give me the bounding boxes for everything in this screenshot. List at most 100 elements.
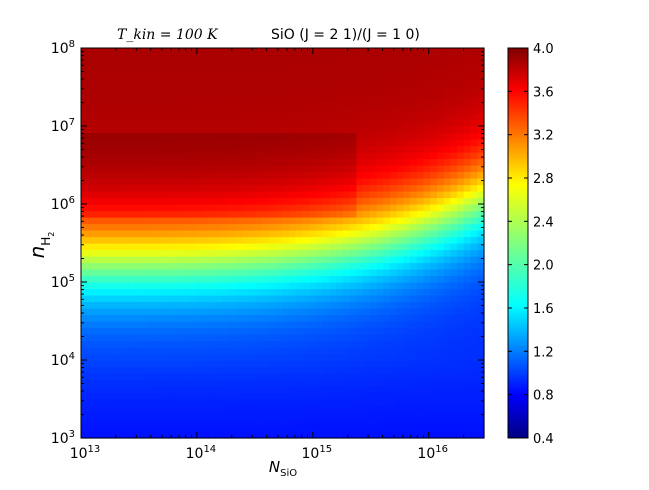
heatmap-cell — [128, 87, 136, 95]
heatmap-cell — [275, 204, 284, 212]
heatmap-cell — [248, 54, 257, 62]
heatmap-cell — [148, 256, 156, 264]
heatmap-cell — [336, 113, 344, 121]
heatmap-cell — [295, 243, 304, 251]
heatmap-cell — [342, 184, 351, 192]
heatmap-cell — [81, 61, 89, 69]
heatmap-cell — [369, 191, 378, 199]
heatmap-cell — [242, 54, 250, 62]
heatmap-cell — [101, 314, 109, 322]
heatmap-cell — [81, 217, 89, 225]
heatmap-cell — [329, 431, 337, 439]
heatmap-cell — [228, 308, 237, 316]
heatmap-cell — [477, 54, 485, 62]
heatmap-cell — [134, 425, 143, 433]
heatmap-cell — [242, 282, 250, 290]
heatmap-cell — [356, 67, 364, 75]
heatmap-cell — [168, 327, 176, 335]
heatmap-cell — [228, 93, 237, 101]
heatmap-cell — [201, 243, 210, 251]
heatmap-cell — [154, 126, 163, 134]
heatmap-cell — [101, 165, 109, 173]
heatmap-cell — [81, 308, 89, 316]
heatmap-cell — [416, 405, 425, 413]
heatmap-cell — [101, 275, 109, 283]
heatmap-cell — [477, 67, 485, 75]
heatmap-cell — [101, 243, 109, 251]
heatmap-cell — [295, 217, 304, 225]
heatmap-cell — [410, 386, 418, 394]
heatmap-cell — [457, 100, 465, 108]
heatmap-cell — [383, 139, 391, 147]
heatmap-cell — [403, 295, 411, 303]
heatmap-cell — [262, 165, 270, 173]
heatmap-cell — [181, 366, 190, 374]
heatmap-cell — [430, 158, 438, 166]
heatmap-cell — [336, 184, 344, 192]
heatmap-cell — [175, 418, 183, 426]
heatmap-cell — [154, 425, 163, 433]
heatmap-cell — [94, 347, 102, 355]
heatmap-cell — [450, 301, 458, 309]
heatmap-cell — [295, 256, 304, 264]
heatmap-cell — [235, 152, 243, 160]
heatmap-cell — [430, 262, 438, 270]
heatmap-cell — [148, 353, 156, 361]
heatmap-cell — [423, 353, 431, 361]
heatmap-cell — [242, 327, 250, 335]
heatmap-cell — [262, 204, 270, 212]
heatmap-cell — [289, 54, 297, 62]
heatmap-cell — [363, 54, 371, 62]
heatmap-cell — [248, 74, 257, 82]
heatmap-cell — [443, 93, 452, 101]
heatmap-cell — [369, 74, 378, 82]
heatmap-cell — [416, 132, 425, 140]
heatmap-cell — [463, 113, 472, 121]
heatmap-cell — [107, 217, 116, 225]
heatmap-cell — [423, 282, 431, 290]
heatmap-cell — [107, 204, 116, 212]
heatmap-cell — [423, 106, 431, 114]
heatmap-cell — [154, 152, 163, 160]
heatmap-cell — [242, 145, 250, 153]
heatmap-cell — [275, 74, 284, 82]
heatmap-cell — [457, 399, 465, 407]
heatmap-cell — [154, 379, 163, 387]
heatmap-cell — [94, 314, 102, 322]
heatmap-cell — [282, 126, 290, 134]
heatmap-cell — [356, 191, 364, 199]
heatmap-cell — [396, 204, 404, 212]
heatmap-cell — [423, 392, 431, 400]
heatmap-cell — [114, 145, 122, 153]
heatmap-cell — [322, 275, 331, 283]
heatmap-cell — [248, 217, 257, 225]
heatmap-cell — [181, 379, 190, 387]
heatmap-cell — [148, 275, 156, 283]
heatmap-cell — [369, 243, 378, 251]
heatmap-cell — [450, 314, 458, 322]
heatmap-cell — [235, 347, 243, 355]
heatmap-cell — [141, 425, 149, 433]
heatmap-cell — [101, 295, 109, 303]
heatmap-cell — [255, 275, 263, 283]
heatmap-cell — [161, 74, 169, 82]
heatmap-cell — [181, 184, 190, 192]
heatmap-cell — [148, 269, 156, 277]
heatmap-cell — [336, 379, 344, 387]
heatmap-cell — [383, 262, 391, 270]
heatmap-cell — [222, 366, 230, 374]
heatmap-cell — [148, 87, 156, 95]
heatmap-cell — [396, 236, 404, 244]
heatmap-cell — [222, 236, 230, 244]
heatmap-cell — [235, 379, 243, 387]
heatmap-cell — [363, 334, 371, 342]
heatmap-cell — [349, 243, 357, 251]
heatmap-cell — [128, 191, 136, 199]
heatmap-cell — [195, 288, 203, 296]
heatmap-cell — [215, 373, 223, 381]
heatmap-cell — [228, 366, 237, 374]
heatmap-cell — [436, 353, 445, 361]
heatmap-cell — [322, 204, 331, 212]
heatmap-cell — [248, 256, 257, 264]
heatmap-cell — [161, 282, 169, 290]
